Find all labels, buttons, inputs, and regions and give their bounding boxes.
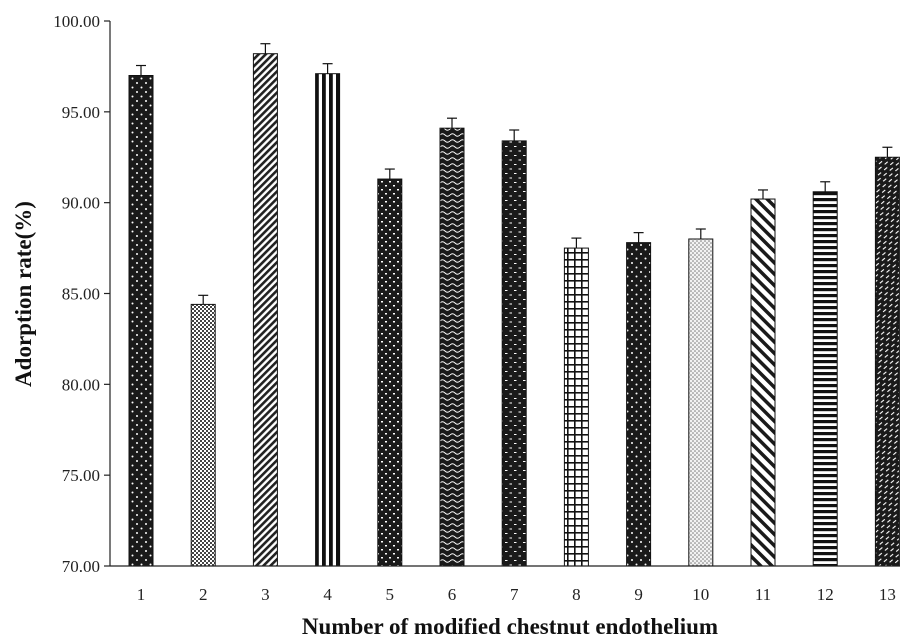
bar-11 <box>750 198 776 567</box>
y-tick-label: 90.00 <box>62 194 100 213</box>
error-bars-layer <box>136 43 893 305</box>
x-tick-label: 6 <box>448 585 457 604</box>
bar-13 <box>874 156 900 567</box>
y-tick-label: 75.00 <box>62 466 100 485</box>
y-tick-label: 80.00 <box>62 375 100 394</box>
x-tick-label: 13 <box>879 585 896 604</box>
y-tick-label: 100.00 <box>53 12 100 31</box>
bar-2 <box>190 303 216 567</box>
axes-layer <box>104 20 900 567</box>
y-tick-labels: 70.00 75.00 80.00 85.00 90.00 95.00 100.00 <box>53 12 100 576</box>
y-tick-label: 95.00 <box>62 103 100 122</box>
x-tick-label: 7 <box>510 585 519 604</box>
x-tick-label: 5 <box>386 585 395 604</box>
bar-9 <box>626 242 652 567</box>
x-tick-label: 9 <box>634 585 643 604</box>
x-axis-title: Number of modified chestnut endothelium <box>302 614 718 639</box>
x-tick-labels: 1 2 3 4 5 6 7 8 9 10 11 12 13 <box>137 585 896 604</box>
x-tick-label: 2 <box>199 585 208 604</box>
bar-3 <box>252 53 278 567</box>
y-tick-label: 70.00 <box>62 557 100 576</box>
x-tick-label: 1 <box>137 585 146 604</box>
bar-10 <box>688 238 714 567</box>
x-tick-label: 4 <box>323 585 332 604</box>
bar-6 <box>439 127 465 567</box>
x-tick-label: 8 <box>572 585 581 604</box>
x-tick-label: 12 <box>817 585 834 604</box>
bar-1 <box>128 75 154 567</box>
y-axis-title: Adorption rate(%) <box>11 201 36 387</box>
bar-5 <box>377 178 403 567</box>
x-tick-label: 3 <box>261 585 270 604</box>
bar-8 <box>563 247 589 567</box>
x-tick-label: 10 <box>692 585 709 604</box>
x-tick-label: 11 <box>755 585 771 604</box>
y-tick-label: 85.00 <box>62 285 100 304</box>
bar-12 <box>812 191 838 567</box>
bar-7 <box>501 140 527 567</box>
bar-4 <box>315 73 341 567</box>
